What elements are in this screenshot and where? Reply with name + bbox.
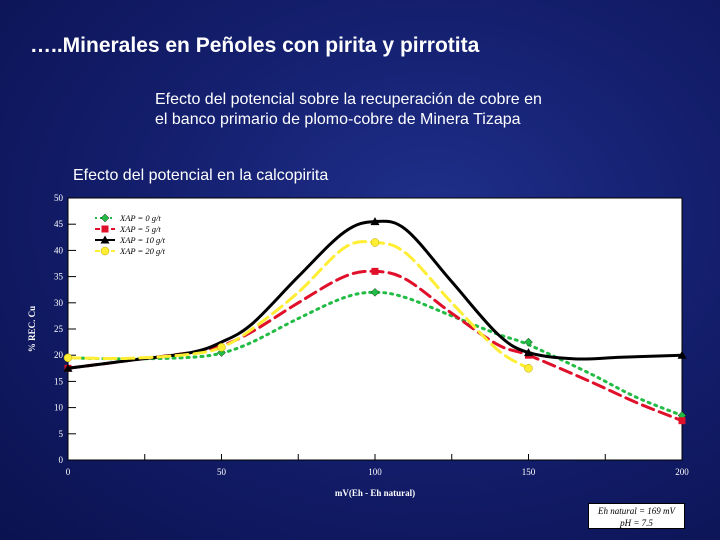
legend-label-xap-10-g-t: XAP = 10 g/t <box>119 235 166 245</box>
legend-label-xap-5-g-t: XAP = 5 g/t <box>119 224 161 234</box>
conditions-note: Eh natural = 169 mV pH = 7.5 <box>588 503 685 529</box>
y-tick-label: 20 <box>54 350 64 360</box>
subtitle-line-2: el banco primario de plomo-cobre de Mine… <box>155 111 521 128</box>
data-point-xap-20-g-t <box>63 353 73 363</box>
y-axis-label: % REC. Cu <box>27 306 37 352</box>
data-point-xap-10-g-t <box>370 217 380 226</box>
data-point-xap-20-g-t <box>524 364 533 373</box>
slide-title: …..Minerales en Peñoles con pirita y pir… <box>30 34 480 57</box>
y-tick-label: 30 <box>54 298 64 308</box>
x-tick-label: 50 <box>217 467 227 477</box>
x-tick-label: 0 <box>66 467 71 477</box>
note-ph: pH = 7.5 <box>620 518 653 528</box>
legend-label-xap-0-g-t: XAP = 0 g/t <box>119 213 161 223</box>
x-tick-label: 100 <box>368 467 382 477</box>
y-tick-label: 25 <box>54 324 64 334</box>
data-point-xap-0-g-t <box>370 288 380 297</box>
note-eh-natural: Eh natural = 169 mV <box>597 506 676 516</box>
y-tick-label: 35 <box>54 272 64 282</box>
series-line-xap-0-g-t <box>66 290 684 417</box>
y-tick-label: 10 <box>54 403 64 413</box>
data-point-xap-20-g-t <box>370 238 380 247</box>
y-tick-label: 50 <box>54 193 64 203</box>
subtitle-line-1: Efecto del potencial sobre la recuperaci… <box>155 91 542 108</box>
data-point-xap-10-g-t <box>63 363 73 372</box>
y-tick-label: 5 <box>59 429 64 439</box>
data-point-xap-0-g-t <box>524 337 533 347</box>
legend-label-xap-20-g-t: XAP = 20 g/t <box>119 246 166 256</box>
x-tick-label: 200 <box>675 467 689 477</box>
data-point-xap-5-g-t <box>678 417 686 425</box>
chart-title: Efecto del potencial en la calcopirita <box>73 167 329 184</box>
legend-marker-xap-5-g-t <box>101 225 109 233</box>
series-line-xap-20-g-t <box>66 240 530 370</box>
data-point-xap-10-g-t <box>677 350 687 359</box>
y-tick-label: 15 <box>54 376 64 386</box>
y-tick-label: 45 <box>54 219 64 229</box>
data-point-xap-10-g-t <box>524 348 533 357</box>
y-tick-label: 0 <box>59 455 64 465</box>
data-point-xap-5-g-t <box>371 267 379 275</box>
data-point-xap-20-g-t <box>217 343 226 352</box>
legend-marker-xap-0-g-t <box>100 213 110 223</box>
y-tick-label: 40 <box>54 245 64 255</box>
legend-marker-xap-10-g-t <box>100 235 110 244</box>
x-tick-label: 150 <box>522 467 536 477</box>
legend-marker-xap-20-g-t <box>100 246 110 256</box>
x-axis-label: mV(Eh - Eh natural) <box>335 488 415 498</box>
slide-subtitle: Efecto del potencial sobre la recuperaci… <box>155 90 625 130</box>
